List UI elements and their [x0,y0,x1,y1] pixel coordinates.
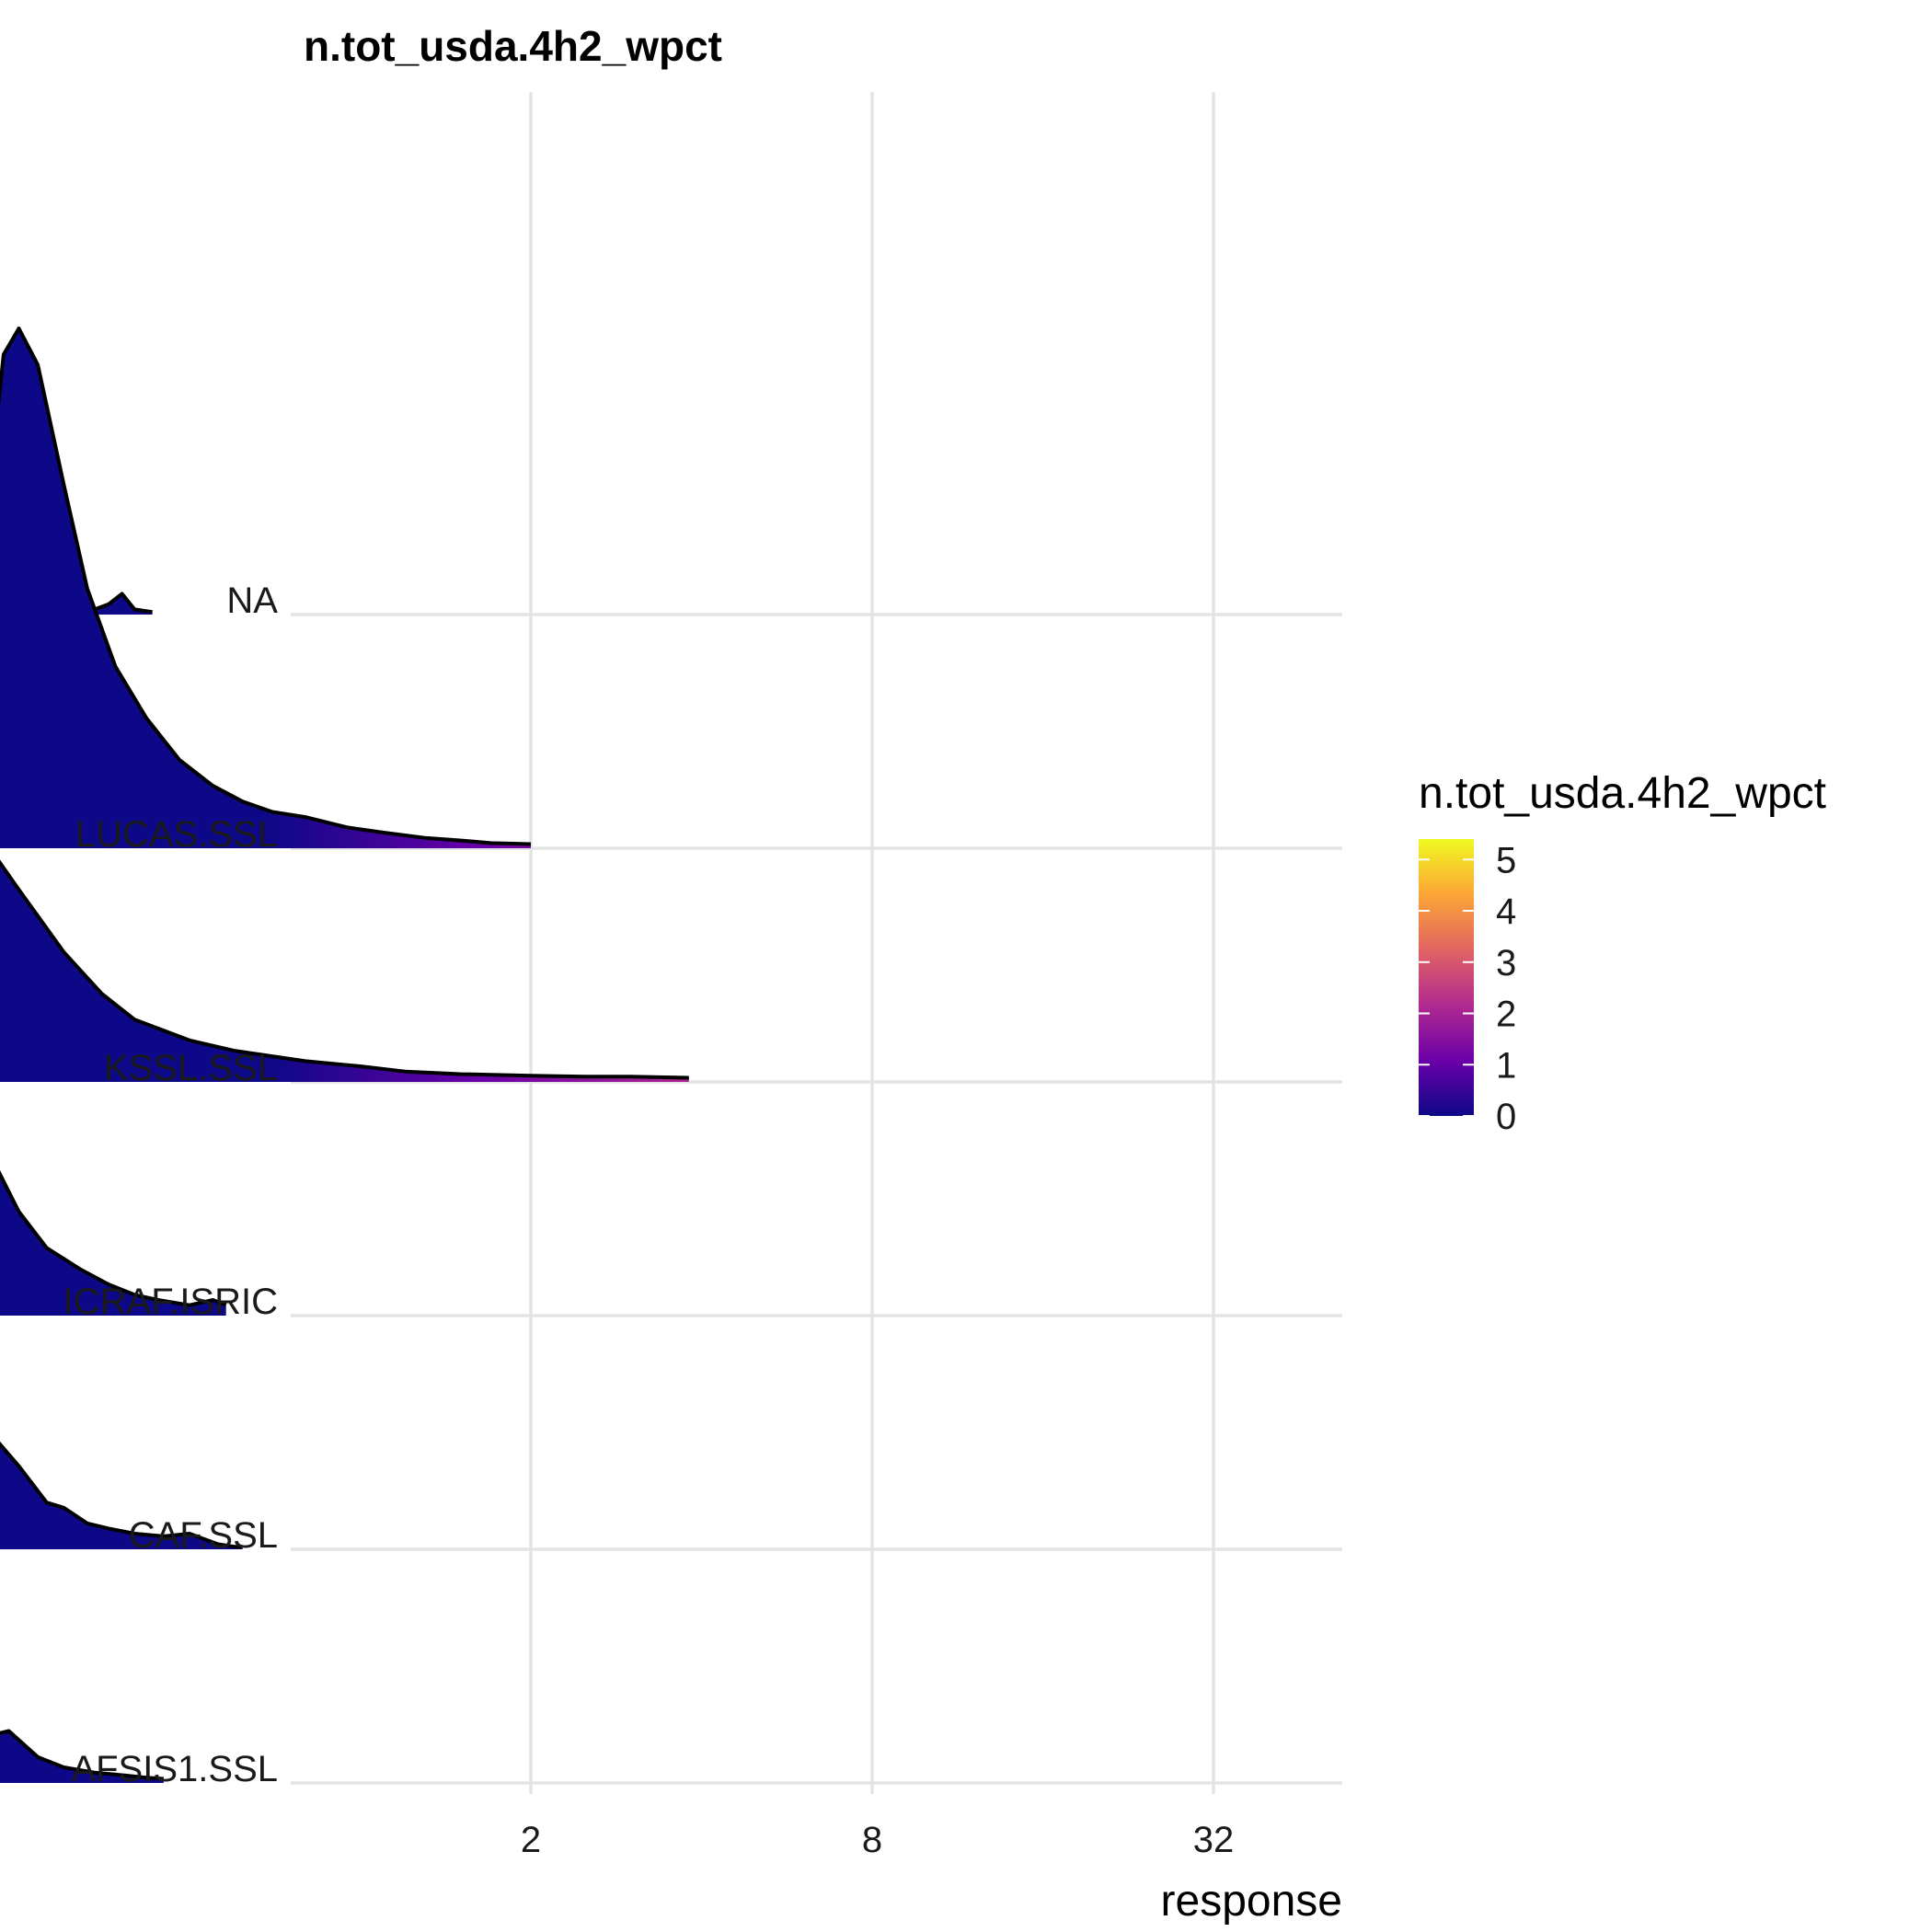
ridge-outline [0,1169,227,1307]
ridge-outline [0,524,153,615]
legend-tick-label: 1 [1496,1045,1516,1086]
ridge-outline [0,327,532,846]
x-axis-title: response [1161,1877,1342,1926]
legend-tick-label: 2 [1496,995,1516,1035]
ridge-icraf-isric [0,1169,227,1316]
ridge-area [0,1443,243,1549]
ridge-afsis1-ssl [0,1729,164,1783]
ridge-outline [0,1441,243,1549]
legend-tick-label: 4 [1496,891,1516,932]
legend-tick-label: 0 [1496,1097,1516,1137]
y-tick-label: KSSL.SSL [104,1048,278,1088]
y-tick-label: AFSIS1.SSL [71,1749,278,1789]
ridge-kssl-ssl [0,859,689,1082]
ridge-outline [0,859,689,1080]
ridge-area [0,1174,226,1316]
y-tick-label: CAF.SSL [129,1515,278,1556]
y-tick-label: ICRAF.ISRIC [63,1282,278,1322]
ridge-lucas-ssl [0,327,532,848]
x-tick-label: 2 [521,1820,541,1860]
legend-colorbar [1419,839,1474,1116]
legend-title: n.tot_usda.4h2_wpct [1419,769,1826,818]
x-tick-label: 8 [862,1820,882,1860]
x-axis-tick-labels: 2 8 32 [521,1820,1234,1860]
ridge-area [0,862,689,1082]
legend-ticks: 0 1 2 3 4 5 [1419,840,1516,1137]
ridge-outline [0,1729,164,1781]
density-ridges [0,327,689,1783]
y-tick-label: NA [226,581,278,621]
color-legend: n.tot_usda.4h2_wpct 0 1 2 3 4 5 [1419,769,1826,1137]
y-axis-labels: AFSIS1.SSL CAF.SSL ICRAF.ISRIC KSSL.SSL LUCA… [63,581,279,1789]
legend-tick-label: 5 [1496,840,1516,880]
legend-tick-label: 3 [1496,943,1516,983]
ridge-area [0,328,531,848]
chart-title: n.tot_usda.4h2_wpct [304,22,722,70]
x-tick-label: 32 [1193,1820,1235,1860]
ridge-area [0,1731,164,1783]
ridge-caf-ssl [0,1441,243,1549]
y-tick-label: LUCAS.SSL [75,814,278,855]
grid-lines [291,92,1342,1794]
